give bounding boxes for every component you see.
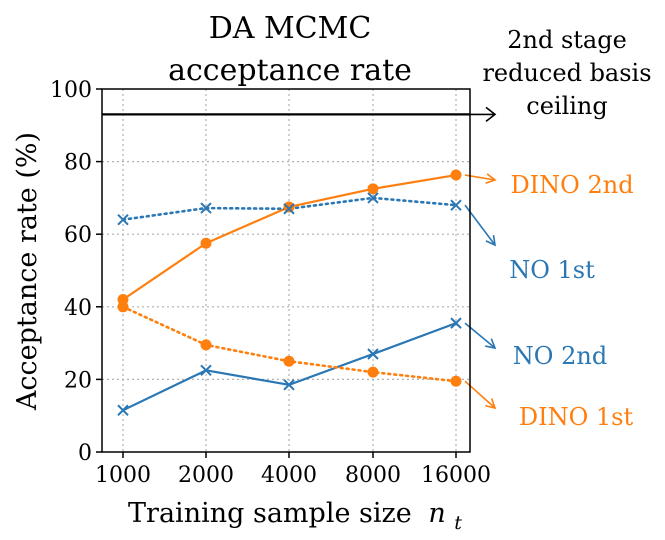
series-label: DINO 2nd — [510, 171, 633, 199]
annotation-arrow-head — [485, 338, 497, 350]
series-label: DINO 1st — [519, 403, 634, 431]
x-axis-label: Training sample size n t — [128, 498, 462, 534]
x-marker — [117, 404, 129, 416]
x-marker — [367, 348, 379, 360]
ceiling-label-line: reduced basis — [482, 59, 651, 87]
circle-marker — [200, 339, 212, 351]
x-axis-label-subscript: t — [454, 512, 462, 534]
ceiling-arrow-head — [485, 106, 497, 123]
x-marker — [450, 199, 462, 211]
x-marker — [200, 202, 212, 214]
annotation-arrow-head — [485, 234, 497, 247]
grid-lines — [102, 89, 470, 452]
chart-title-line-2: acceptance rate — [168, 53, 412, 88]
circle-marker — [367, 183, 379, 195]
axis-ticks: 0 20 40 60 80 100 1000 2000 4000 8000 16000 — [50, 78, 491, 488]
x-marker — [283, 379, 295, 391]
ceiling-label-line: 2nd stage — [507, 26, 627, 54]
x-marker — [200, 364, 212, 377]
circle-marker — [117, 301, 129, 313]
x-marker — [283, 203, 295, 215]
ceiling-label-line: ceiling — [526, 92, 608, 120]
y-tick-label: 20 — [64, 368, 92, 393]
annotation-arrow-head — [485, 398, 497, 410]
circle-marker — [283, 201, 295, 213]
annotation-arrow-head — [485, 173, 497, 185]
x-tick-label: 4000 — [261, 463, 317, 488]
y-tick-label: 60 — [64, 223, 92, 248]
series-markers — [117, 169, 462, 416]
x-axis-label-text: Training sample size — [128, 498, 412, 529]
x-axis-label-variable: n — [428, 498, 445, 529]
plot-frame — [101, 88, 471, 453]
circle-marker — [367, 366, 379, 378]
x-marker — [117, 213, 129, 226]
y-tick-label: 40 — [64, 296, 92, 321]
x-tick-label: 1000 — [95, 463, 151, 488]
annotations: DINO 2nd NO 1st NO 2nd DINO 1st — [464, 171, 634, 431]
circle-marker — [200, 237, 212, 249]
x-marker — [367, 192, 379, 204]
y-tick-label: 80 — [64, 151, 92, 176]
y-axis-label: Acceptance rate (%) — [12, 132, 43, 411]
ceiling-line-group: 2nd stage reduced basis ceiling — [102, 26, 652, 123]
circle-marker — [283, 355, 295, 367]
x-marker — [450, 317, 462, 329]
series-label: NO 1st — [509, 256, 595, 284]
x-tick-label: 16000 — [421, 463, 491, 488]
circle-marker — [450, 375, 462, 387]
y-tick-label: 100 — [50, 78, 92, 103]
series-label: NO 2nd — [513, 342, 607, 370]
x-tick-label: 8000 — [345, 463, 401, 488]
x-tick-label: 2000 — [178, 463, 234, 488]
chart-title-line-1: DA MCMC — [209, 11, 372, 46]
circle-marker — [450, 169, 462, 181]
y-tick-label: 0 — [78, 441, 92, 466]
